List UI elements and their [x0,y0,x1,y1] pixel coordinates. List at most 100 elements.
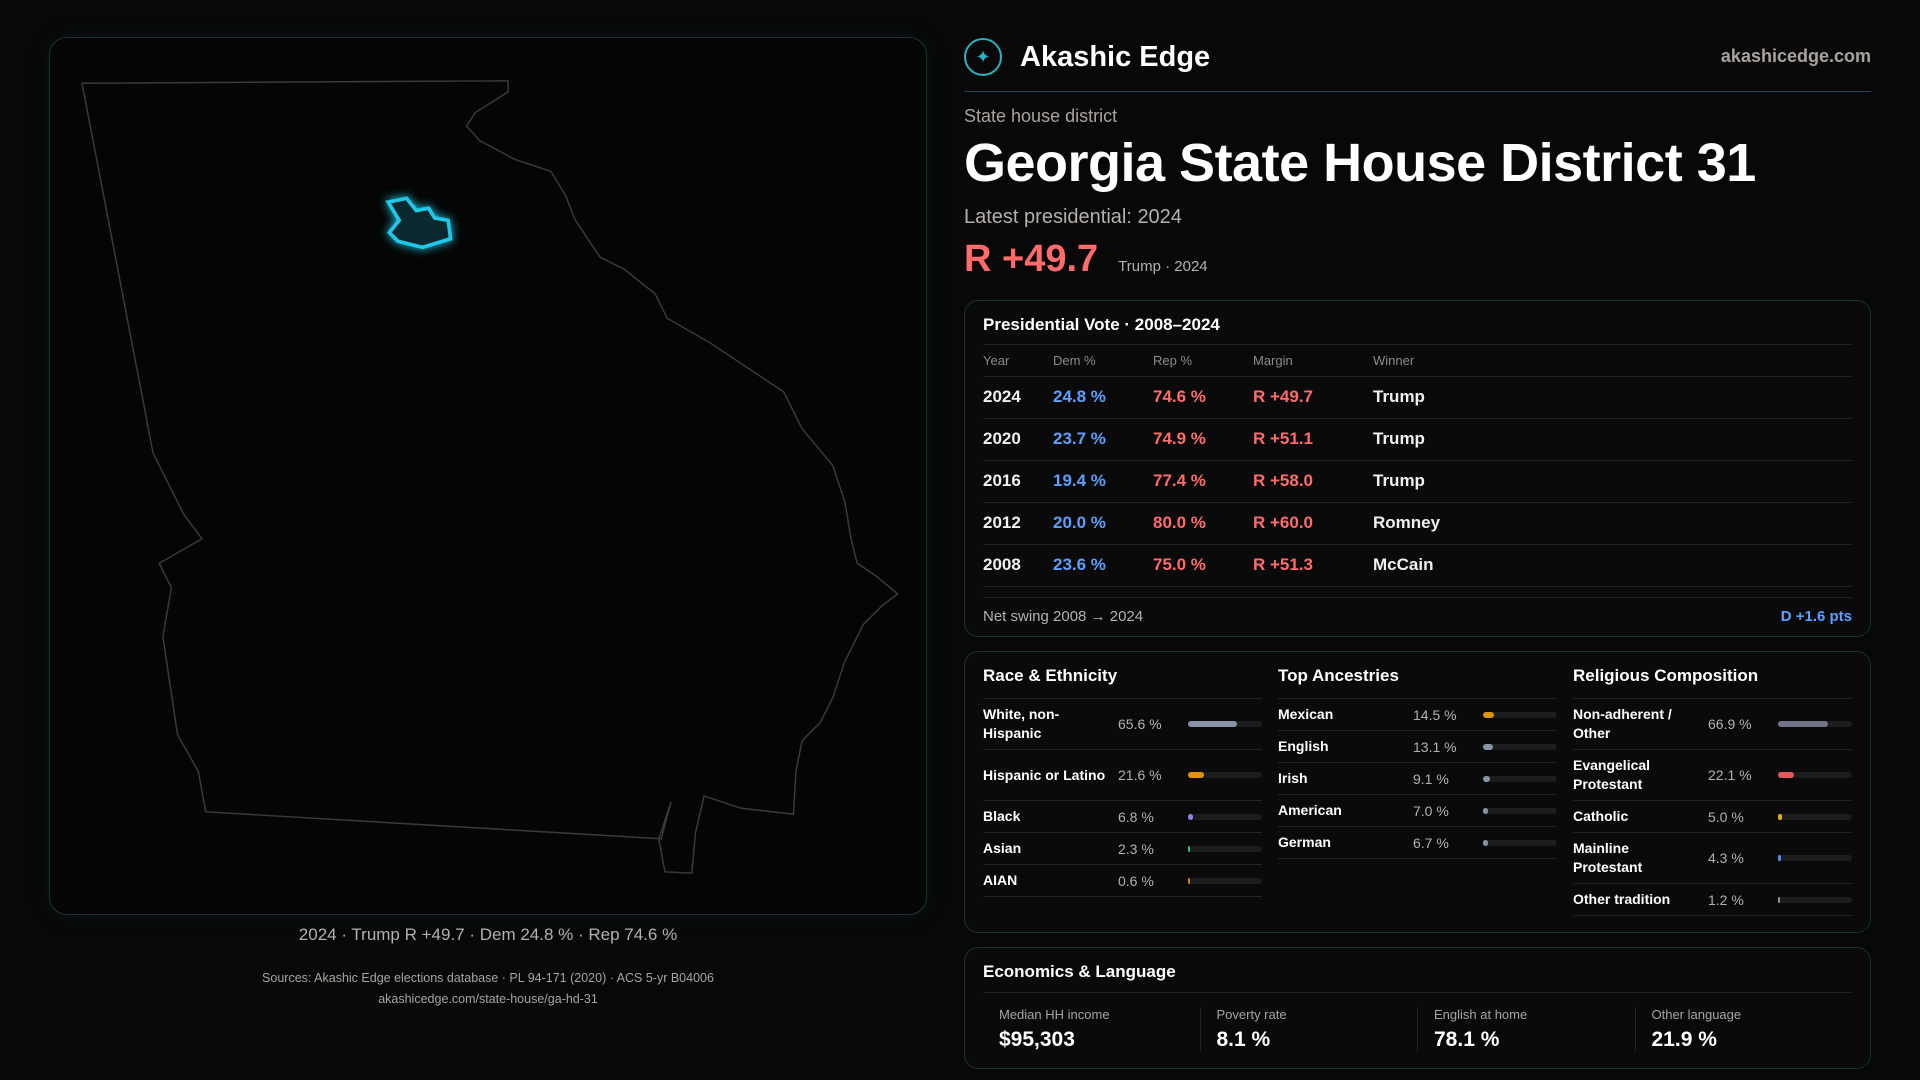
bar-track [1483,775,1557,782]
item-label: Mexican [1278,706,1334,722]
presidential-vote-card: Presidential Vote · 2008–2024 Year Dem %… [964,300,1871,637]
cell-year: 2008 [983,544,1053,587]
list-item: American 7.0 % [1278,795,1557,827]
table-row: 2008 23.6 % 75.0 % R +51.3 McCain [983,544,1852,587]
item-value: 1.2 % [1708,891,1744,908]
stat-label: Other language [1651,1007,1742,1022]
item-label: White, non-Hispanic [983,706,1060,741]
bar-fill [1188,721,1237,727]
list-item: Other tradition 1.2 % [1573,884,1852,916]
bar-track [1483,743,1557,750]
bar-fill [1188,813,1194,820]
section-title: Religious Composition [1573,666,1852,699]
item-value: 6.8 % [1118,808,1154,825]
sources: Sources: Akashic Edge elections database… [49,968,927,1010]
bar-track [1483,807,1557,814]
bar-fill [1778,855,1782,861]
cell-margin: R +60.0 [1253,502,1373,545]
headline: R +49.7 Trump · 2024 [964,238,1208,281]
source-url[interactable]: akashicedge.com/state-house/ga-hd-31 [378,992,598,1006]
item-label: Other tradition [1573,891,1671,907]
item-label: AIAN [983,872,1018,888]
table-row: 2020 23.7 % 74.9 % R +51.1 Trump [983,418,1852,461]
brand-name: Akashic Edge [1020,40,1211,73]
stat-label: Median HH income [999,1007,1110,1022]
item-value: 4.3 % [1708,850,1744,866]
ancestry-section: Top Ancestries Mexican 14.5 % English 13.1 … [1278,666,1557,918]
bar-track [1778,721,1852,727]
bar-fill [1483,807,1489,814]
list-item: Mainline Protestant 4.3 % [1573,833,1852,884]
bar-track [1778,855,1852,861]
cell-year: 2012 [983,502,1053,545]
item-value: 21.6 % [1118,767,1162,783]
net-swing: Net swing 2008 → 2024 D +1.6 pts [983,596,1852,625]
headline-margin-sub: Trump · 2024 [1118,258,1208,275]
bar-fill [1483,775,1490,782]
map-caption: 2024 · Trump R +49.7 · Dem 24.8 % · Rep … [298,925,678,944]
list-item: Irish 9.1 % [1278,763,1557,795]
demographics-card: Race & Ethnicity White, non-Hispanic 65.6… [964,651,1871,933]
list-item: German 6.7 % [1278,827,1557,859]
cell-winner: Trump [1373,376,1852,419]
bar-fill [1188,772,1204,778]
cell-dem-pct: 23.7 % [1053,418,1153,461]
bar-fill [1483,711,1494,718]
cell-margin: R +51.3 [1253,544,1373,587]
site-link[interactable]: akashicedge.com [1720,46,1871,66]
race-section: Race & Ethnicity White, non-Hispanic 65.6… [983,666,1262,918]
item-label: Irish [1278,770,1308,786]
sources-text: Sources: Akashic Edge elections database… [262,971,714,985]
religion-section: Religious Composition Non-adherent / Oth… [1573,666,1852,918]
table-row: 2016 19.4 % 77.4 % R +58.0 Trump [983,460,1852,503]
cell-margin: R +51.1 [1253,418,1373,461]
item-label: English [1278,738,1329,754]
cell-rep-pct: 80.0 % [1153,502,1253,545]
item-value: 0.6 % [1118,872,1154,889]
col-winner: Winner [1373,345,1852,377]
section-title: Top Ancestries [1278,666,1557,699]
item-value: 7.0 % [1413,802,1449,819]
item-value: 22.1 % [1708,767,1752,783]
bar-track [1188,877,1262,884]
list-item: Mexican 14.5 % [1278,699,1557,731]
cell-margin: R +49.7 [1253,376,1373,419]
list-item: Evangelical Protestant 22.1 % [1573,750,1852,801]
cell-dem-pct: 20.0 % [1053,502,1153,545]
col-rep: Rep % [1153,345,1253,377]
brand[interactable]: ✦ Akashic Edge [964,38,1210,76]
bar-track [1188,772,1262,778]
bar-fill [1188,845,1190,852]
item-label: Evangelical Protestant [1573,757,1651,792]
header-divider [964,91,1871,92]
bar-track [1778,813,1852,820]
item-value: 9.1 % [1413,770,1449,787]
section-title: Economics & Language [983,962,1852,993]
cell-rep-pct: 74.9 % [1153,418,1253,461]
bar-track [1483,711,1557,718]
net-swing-value: D +1.6 pts [1780,607,1852,625]
cell-dem-pct: 23.6 % [1053,544,1153,587]
bar-track [1188,845,1262,852]
item-value: 6.7 % [1413,834,1449,851]
item-label: Asian [983,840,1022,856]
bar-fill [1483,839,1488,846]
cell-winner: Romney [1373,502,1852,545]
map-panel[interactable] [49,37,927,915]
cell-winner: McCain [1373,544,1852,587]
list-item: Non-adherent / Other 66.9 % [1573,699,1852,750]
table-row: 2012 20.0 % 80.0 % R +60.0 Romney [983,502,1852,545]
presidential-table: Year Dem % Rep % Margin Winner 2024 24.8 … [983,345,1852,587]
bar-track [1778,772,1852,778]
bar-fill [1188,877,1190,884]
item-label: German [1278,834,1331,850]
bar-track [1188,813,1262,820]
item-label: Hispanic or Latino [983,766,1106,783]
list-item: White, non-Hispanic 65.6 % [983,699,1262,750]
list-item: AIAN 0.6 % [983,865,1262,897]
item-label: American [1278,802,1342,818]
item-label: Mainline Protestant [1573,840,1643,875]
cell-margin: R +58.0 [1253,460,1373,503]
bar-track [1188,721,1262,727]
stat-value: 78.1 % [1434,1028,1500,1051]
